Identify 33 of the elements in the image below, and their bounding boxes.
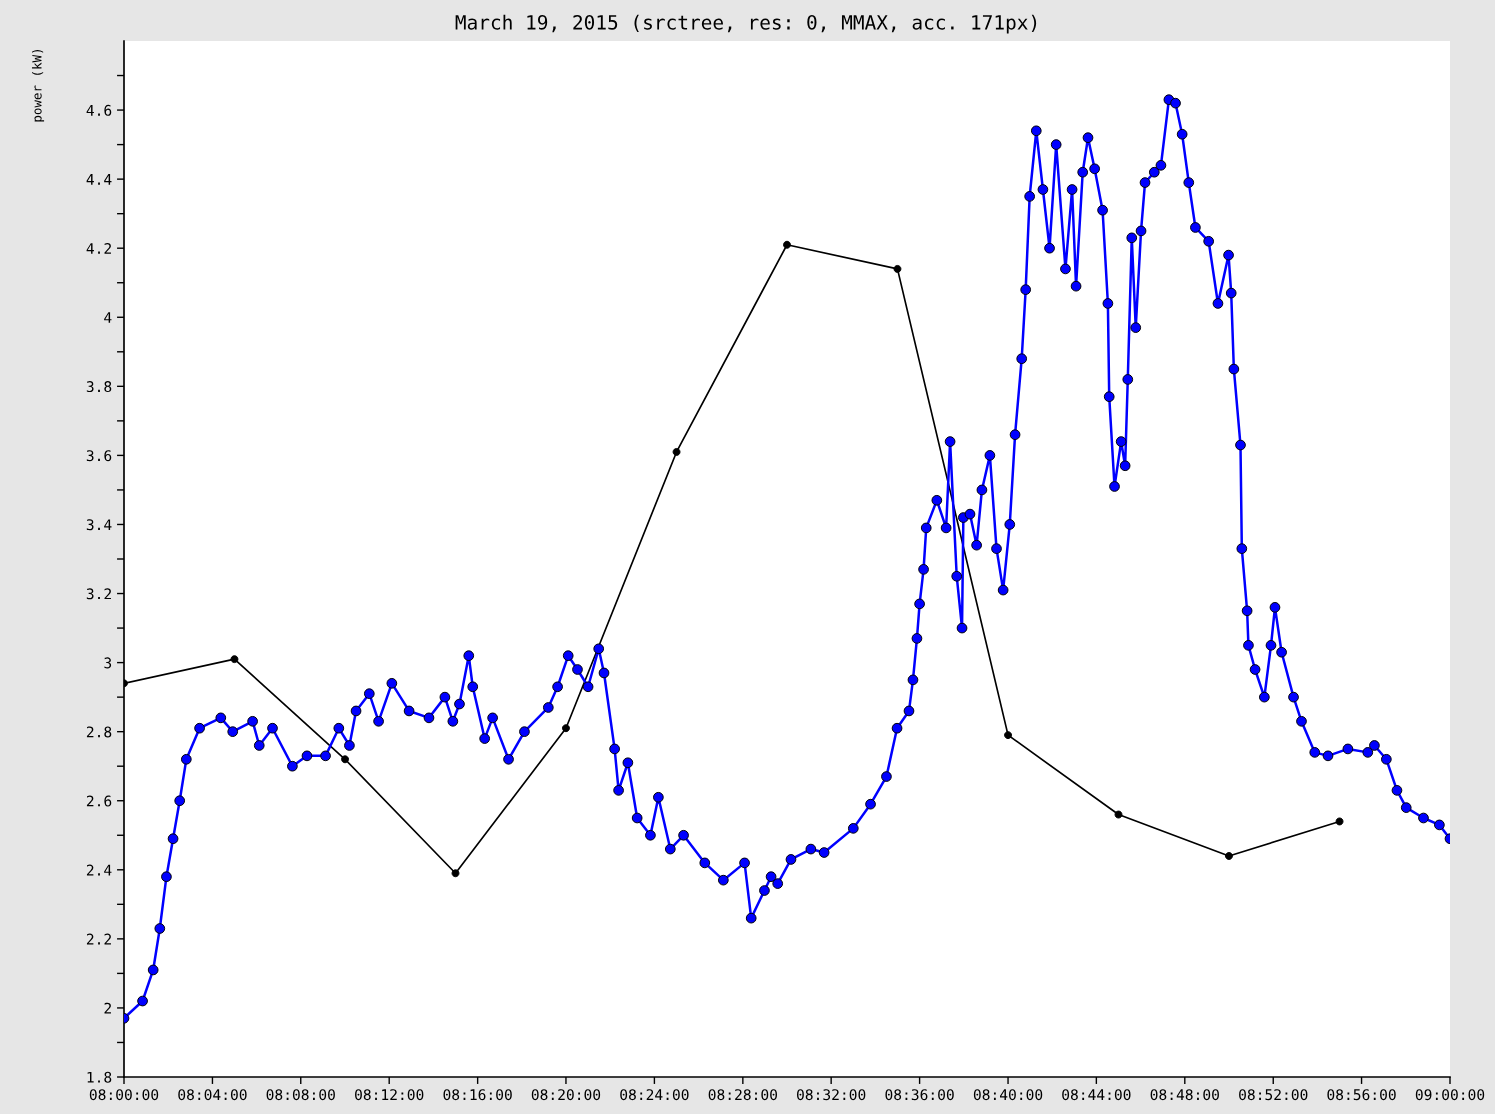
x-tick-label: 08:36:00: [885, 1089, 954, 1101]
x-tick-label: 08:44:00: [1062, 1089, 1131, 1101]
x-tick-label: 08:32:00: [796, 1089, 866, 1101]
x-tick-label: 08:16:00: [443, 1089, 512, 1101]
y-tick-label: 2: [104, 1002, 111, 1014]
x-tick-label: 08:20:00: [531, 1089, 601, 1101]
y-tick-label: 3.4: [86, 519, 112, 531]
x-tick-label: 08:48:00: [1150, 1089, 1219, 1101]
y-tick-label: 2.8: [86, 726, 112, 738]
x-tick-label: 09:00:00: [1415, 1089, 1485, 1101]
y-tick-label: 4: [104, 312, 112, 323]
y-tick-label: 4.4: [86, 174, 112, 185]
y-axis-title: power (kW): [31, 49, 45, 122]
y-tick-label: 2.4: [86, 864, 112, 876]
y-tick-label: 4.2: [86, 242, 111, 254]
y-tick-label: 3.8: [86, 381, 112, 393]
y-tick-label: 3: [104, 657, 112, 669]
y-tick-label: 3.6: [86, 450, 112, 462]
x-tick-label: 08:00:00: [89, 1089, 159, 1101]
x-tick-label: 08:52:00: [1239, 1089, 1308, 1101]
x-tick-label: 08:08:00: [266, 1089, 335, 1101]
x-tick-label: 08:12:00: [355, 1089, 424, 1101]
x-tick-label: 08:56:00: [1327, 1089, 1396, 1101]
y-tick-label: 1.8: [87, 1071, 112, 1083]
x-tick-label: 08:40:00: [973, 1089, 1043, 1101]
y-tick-label: 2.6: [86, 795, 112, 807]
y-tick-label: 4.6: [86, 104, 112, 116]
x-tick-label: 08:04:00: [178, 1089, 247, 1101]
y-tick-label: 2.2: [86, 933, 111, 945]
x-tick-label: 08:24:00: [620, 1089, 689, 1101]
chart-title: March 19, 2015 (srctree, res: 0, MMAX, acc. 171px): [455, 14, 1037, 34]
y-tick-label: 3.2: [86, 588, 111, 600]
x-tick-label: 08:28:00: [708, 1089, 778, 1101]
